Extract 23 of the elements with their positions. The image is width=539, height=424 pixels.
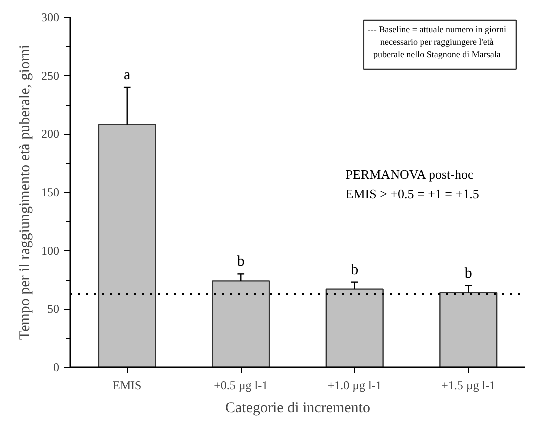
x-tick-label: +1.5 µg l-1 xyxy=(442,378,496,392)
x-tick-label: +0.5 µg l-1 xyxy=(214,378,268,392)
bar xyxy=(212,280,270,368)
y-axis-title: Tempo per il raggiungimento età puberale, giorni xyxy=(18,44,34,340)
y-tick-label: 300 xyxy=(42,10,60,24)
annotation: a xyxy=(124,68,132,84)
y-tick-label: 200 xyxy=(42,127,60,142)
y-tick-label: 50 xyxy=(48,302,60,316)
bar xyxy=(98,124,156,368)
x-tick-label: EMIS xyxy=(113,378,142,392)
y-tick-label: 150 xyxy=(42,186,60,200)
y-tick-label: 250 xyxy=(42,68,60,83)
y-tick-label: 100 xyxy=(42,244,60,258)
y-tick-label: 0 xyxy=(54,360,60,374)
x-axis-title: Categorie di incremento xyxy=(226,400,370,416)
annotation: --- Baseline = attuale numero in giorni necessario per raggiungere l'età puberale nello Stagnone di Marsala xyxy=(368,24,507,60)
annotation: b xyxy=(351,262,359,278)
annotation: b xyxy=(237,254,245,270)
annotation: PERMANOVA post-hoc EMIS > +0.5 = +1 = +1.5 xyxy=(346,166,480,202)
bar xyxy=(440,292,498,368)
annotation: b xyxy=(464,266,472,282)
x-tick-label: +1.0 µg l-1 xyxy=(328,378,382,392)
bar xyxy=(326,288,384,368)
